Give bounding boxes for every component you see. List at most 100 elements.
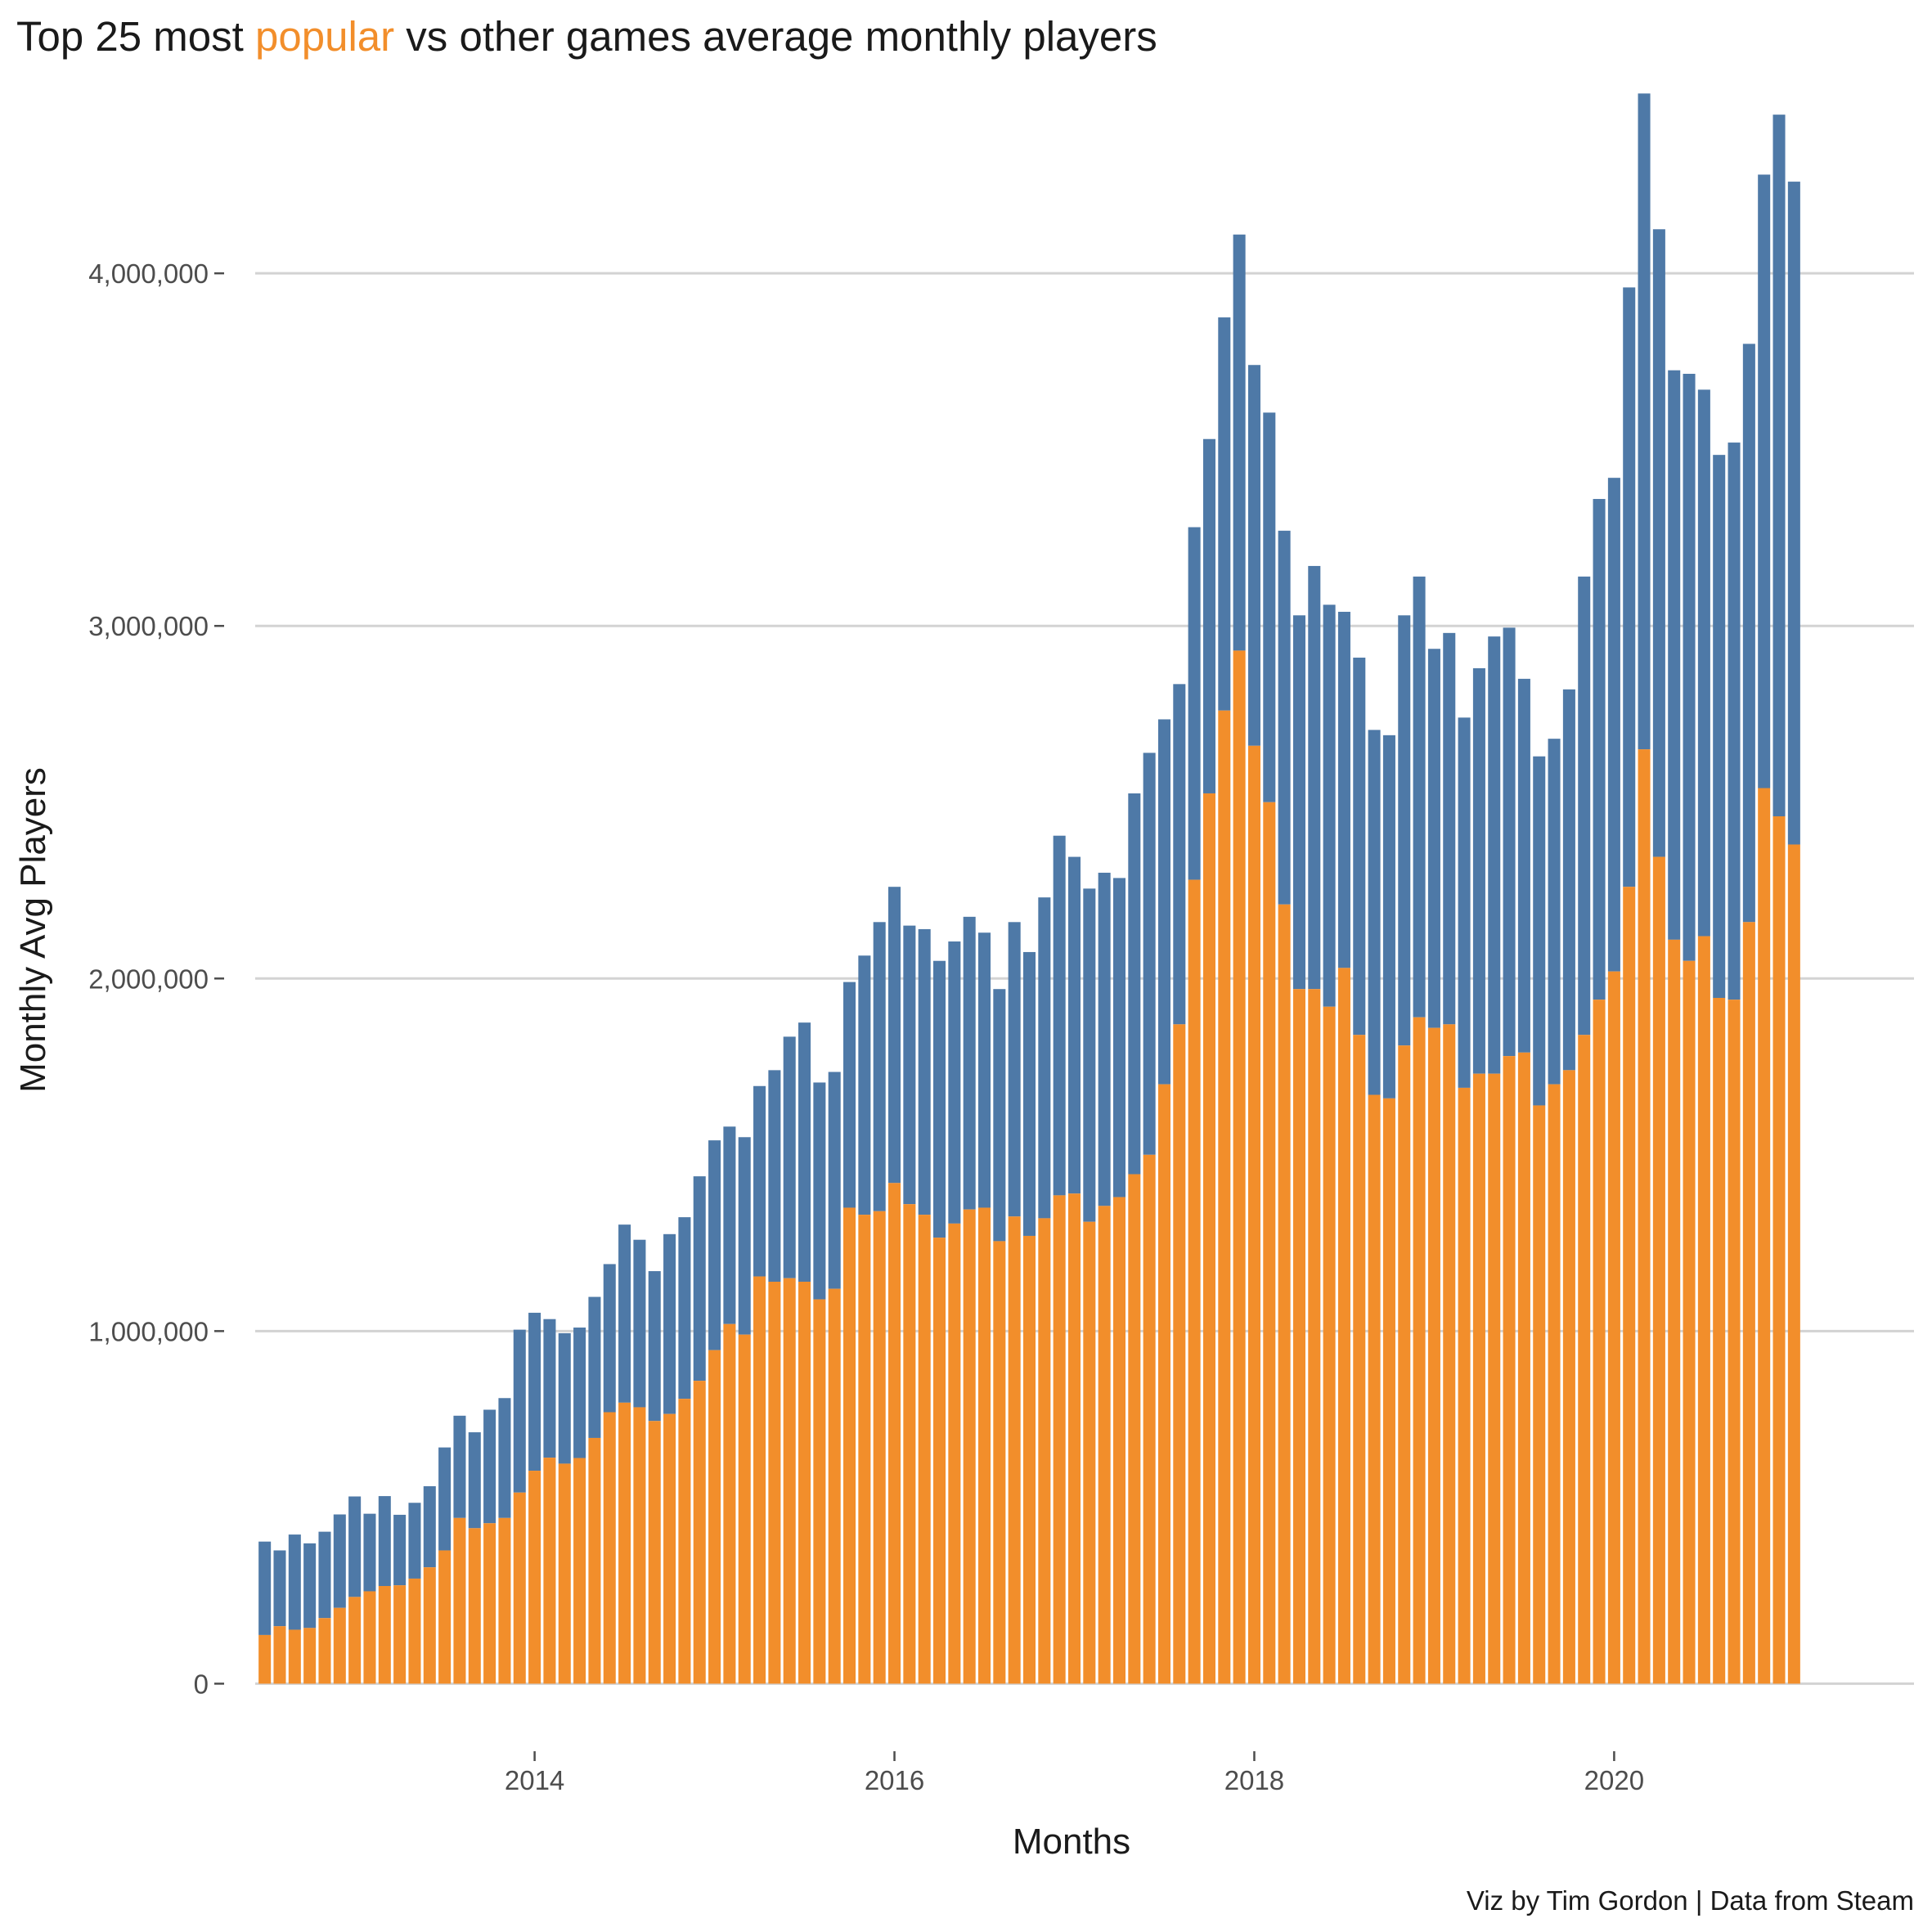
bar-other-games [363,1513,376,1592]
bar-other-games [1697,389,1710,937]
bar-top25-popular [993,1241,1006,1684]
bar-other-games [1038,897,1051,1219]
bar-other-games [1652,229,1665,857]
bar-top25-popular [813,1299,826,1684]
x-tick-label: 2018 [1224,1765,1284,1795]
bar-other-games [783,1036,796,1278]
x-tick-label: 2014 [505,1765,564,1795]
bar-top25-popular [1503,1056,1516,1684]
bar-top25-popular [273,1626,286,1684]
bar-top25-popular [1398,1045,1411,1684]
bar-other-games [1218,317,1231,711]
bar-top25-popular [603,1412,616,1684]
bar-other-games [738,1137,751,1335]
bar-other-games [273,1550,286,1627]
bar-other-games [288,1534,301,1630]
bar-other-games [258,1541,272,1635]
bar-top25-popular [693,1381,706,1684]
bar-top25-popular [1772,815,1786,1684]
bar-other-games [1787,182,1800,845]
bar-top25-popular [963,1209,976,1684]
bar-other-games [1202,438,1215,793]
bar-other-games [693,1176,706,1382]
bar-other-games [318,1531,331,1619]
bar-other-games [1308,565,1321,990]
bar-top25-popular [1038,1218,1051,1684]
bar-top25-popular [573,1458,586,1684]
bar-top25-popular [978,1207,991,1684]
bar-other-games [1488,636,1501,1074]
bar-other-games [603,1264,616,1413]
bar-top25-popular [1292,989,1305,1684]
chart-title-suffix: vs other games average monthly players [394,13,1157,60]
bar-other-games [468,1432,481,1529]
bar-other-games [588,1296,601,1438]
bar-other-games [678,1217,691,1400]
bar-other-games [813,1082,826,1300]
bar-top25-popular [468,1528,481,1684]
bar-other-games [333,1514,346,1608]
y-tick-label: 4,000,000 [88,258,209,289]
bar-other-games [1022,951,1036,1236]
bar-top25-popular [1652,856,1665,1684]
bar-top25-popular [1713,997,1726,1684]
bar-other-games [1098,872,1111,1206]
y-axis-title: Monthly Avg Players [13,767,53,1093]
bar-other-games [918,928,931,1215]
bar-top25-popular [768,1282,781,1684]
bar-top25-popular [1112,1197,1126,1684]
bar-other-games [1008,922,1021,1217]
bar-other-games [1112,878,1126,1197]
bar-other-games [483,1409,496,1524]
bar-top25-popular [1098,1206,1111,1684]
bar-top25-popular [498,1517,511,1684]
bar-top25-popular [1128,1174,1141,1684]
bar-top25-popular [843,1207,856,1684]
bar-other-games [1758,174,1771,789]
bar-other-games [1413,576,1426,1018]
bar-top25-popular [1533,1105,1546,1684]
bar-other-games [1083,888,1096,1222]
x-tick-label: 2016 [865,1765,924,1795]
bar-top25-popular [1728,1000,1741,1684]
bar-top25-popular [1278,904,1291,1684]
bar-top25-popular [1263,802,1276,1684]
bar-top25-popular [1323,1006,1336,1684]
bar-other-games [933,960,946,1238]
bar-other-games [1188,527,1201,880]
bar-other-games [948,941,961,1224]
bar-top25-popular [1548,1084,1561,1684]
bar-top25-popular [753,1276,766,1684]
y-tick-label: 2,000,000 [88,964,209,994]
bar-other-games [393,1514,407,1586]
bar-top25-popular [453,1517,466,1684]
bar-top25-popular [1382,1098,1395,1684]
bar-top25-popular [1562,1070,1575,1684]
y-tick-label: 0 [194,1669,209,1699]
bar-top25-popular [783,1278,796,1684]
bar-top25-popular [1218,710,1231,1684]
bar-top25-popular [303,1628,317,1684]
bar-other-games [1382,735,1395,1099]
bar-other-games [513,1329,526,1493]
bar-other-games [1353,658,1366,1036]
bar-other-games [303,1543,317,1629]
bar-top25-popular [858,1215,871,1684]
bar-other-games [1713,455,1726,998]
bar-top25-popular [723,1323,736,1684]
bar-top25-popular [1623,887,1636,1684]
bar-top25-popular [1578,1035,1591,1684]
bar-top25-popular [258,1634,272,1684]
bar-top25-popular [1758,788,1771,1684]
bar-other-games [1292,615,1305,990]
bar-other-games [1157,719,1170,1085]
bar-other-games [1398,615,1411,1046]
bar-top25-popular [1083,1221,1096,1684]
bar-top25-popular [663,1413,676,1684]
bar-top25-popular [288,1629,301,1684]
bar-top25-popular [1638,749,1651,1684]
bar-other-games [1053,835,1066,1196]
bar-other-games [1173,684,1186,1025]
bar-other-games [963,916,976,1210]
